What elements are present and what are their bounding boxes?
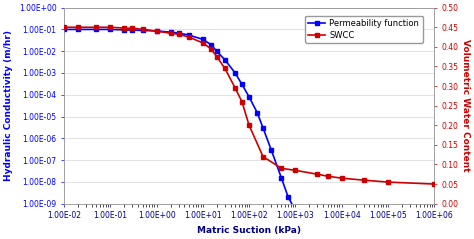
SWCC xyxy=(431,183,437,185)
Permeability function xyxy=(285,196,291,199)
Permeability function xyxy=(255,111,260,114)
SWCC xyxy=(168,32,173,35)
SWCC xyxy=(325,175,330,178)
Permeability function xyxy=(154,30,159,33)
SWCC xyxy=(61,26,67,29)
SWCC xyxy=(222,67,228,70)
Y-axis label: Volumetric Water Content: Volumetric Water Content xyxy=(461,39,470,172)
Permeability function xyxy=(108,28,113,31)
Permeability function xyxy=(93,28,99,31)
SWCC xyxy=(214,55,219,58)
X-axis label: Matric Suction (kPa): Matric Suction (kPa) xyxy=(197,226,301,235)
SWCC xyxy=(260,155,266,158)
Permeability function xyxy=(140,29,146,32)
SWCC xyxy=(361,179,366,182)
SWCC xyxy=(208,47,214,50)
Permeability function xyxy=(268,148,274,151)
Permeability function xyxy=(239,83,245,86)
Line: SWCC: SWCC xyxy=(63,26,436,186)
SWCC xyxy=(186,36,192,38)
Permeability function xyxy=(232,71,238,74)
SWCC xyxy=(200,42,206,44)
SWCC xyxy=(93,26,99,29)
SWCC xyxy=(176,33,182,36)
SWCC xyxy=(239,100,245,103)
Permeability function xyxy=(168,31,173,34)
Permeability function xyxy=(61,28,67,31)
SWCC xyxy=(108,26,113,29)
Permeability function xyxy=(176,32,182,34)
Line: Permeability function: Permeability function xyxy=(63,28,297,212)
Y-axis label: Hydraulic Conductivity (m/hr): Hydraulic Conductivity (m/hr) xyxy=(4,30,13,181)
Permeability function xyxy=(222,59,228,61)
Permeability function xyxy=(292,209,298,212)
SWCC xyxy=(121,27,127,29)
SWCC xyxy=(140,28,146,31)
SWCC xyxy=(315,173,320,176)
Permeability function xyxy=(129,29,135,32)
Permeability function xyxy=(121,28,127,31)
SWCC xyxy=(75,26,81,29)
SWCC xyxy=(154,30,159,33)
Legend: Permeability function, SWCC: Permeability function, SWCC xyxy=(305,16,422,43)
SWCC xyxy=(246,124,252,127)
SWCC xyxy=(279,167,284,170)
Permeability function xyxy=(200,38,206,41)
SWCC xyxy=(339,177,345,179)
SWCC xyxy=(232,87,238,89)
Permeability function xyxy=(75,28,81,31)
Permeability function xyxy=(214,50,219,53)
SWCC xyxy=(129,27,135,30)
Permeability function xyxy=(186,34,192,37)
SWCC xyxy=(292,169,298,172)
Permeability function xyxy=(279,177,284,179)
Permeability function xyxy=(208,43,214,46)
Permeability function xyxy=(246,95,252,98)
SWCC xyxy=(385,181,391,184)
Permeability function xyxy=(260,126,266,129)
